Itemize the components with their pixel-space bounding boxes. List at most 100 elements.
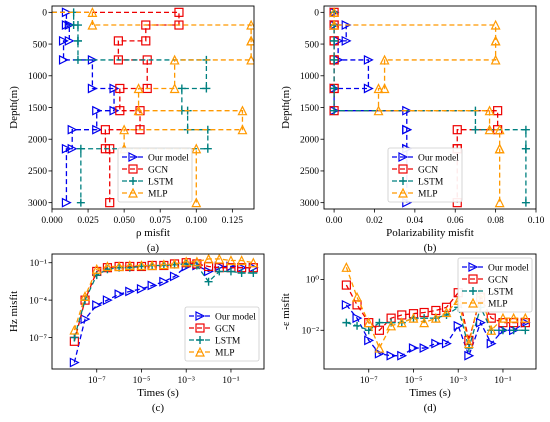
y-axis-label: -ε misfit <box>280 293 292 330</box>
chart-panel-d: 10⁻⁷ 10⁻⁵ 10⁻³ 10⁻¹ 10⁻² 10⁰ Times (s) -ε misfi… <box>280 253 537 414</box>
data-point-gcn <box>105 198 115 208</box>
data-point-mlp <box>191 197 202 208</box>
data-point-gcn <box>113 36 123 46</box>
data-point-our-model <box>203 266 214 277</box>
x-tick-label: 10⁻¹ <box>222 376 240 386</box>
data-point-mlp <box>246 19 254 30</box>
data-point-lstm <box>509 326 518 335</box>
panel-label: (a) <box>147 242 160 254</box>
series-line-mlp <box>52 11 252 203</box>
legend-marker <box>196 336 204 344</box>
legend-marker <box>195 311 206 321</box>
x-tick-label: 10⁻⁵ <box>405 376 423 386</box>
data-point-mlp <box>181 256 192 267</box>
data-point-our-model <box>136 283 147 294</box>
data-point-lstm <box>330 55 339 64</box>
plot-frame <box>323 253 537 370</box>
data-point-mlp <box>248 257 259 268</box>
x-tick-label: 0.025 <box>77 216 99 226</box>
data-point-gcn <box>141 20 151 30</box>
y-tick-label: 1000 <box>300 72 319 82</box>
data-point-mlp <box>114 261 125 272</box>
data-point-gcn <box>174 7 184 17</box>
data-point-lstm <box>521 144 530 153</box>
x-tick-label: 0.100 <box>186 216 208 226</box>
data-point-mlp <box>508 312 519 323</box>
x-tick-label: 10⁻⁵ <box>133 376 151 386</box>
legend-marker <box>468 262 479 272</box>
y-tick-label: 10⁻¹ <box>30 259 48 269</box>
data-point-mlp <box>214 254 225 264</box>
data-point-our-model <box>159 276 170 287</box>
data-point-lstm <box>498 326 507 335</box>
legend-marker <box>398 187 408 198</box>
data-point-mlp <box>69 324 80 335</box>
data-point-mlp <box>119 124 130 135</box>
series-layer <box>69 254 259 368</box>
data-point-our-model <box>92 300 103 311</box>
x-tick-label: 10⁻³ <box>178 376 196 386</box>
data-point-lstm <box>215 267 224 276</box>
legend: Our model GCN LSTM MLP <box>457 257 533 313</box>
data-point-mlp <box>490 54 501 65</box>
legend-label: MLP <box>215 348 235 358</box>
data-point-our-model <box>363 83 374 94</box>
x-axis-label: Polarizability misfit <box>386 227 474 239</box>
legend-label: LSTM <box>418 177 444 187</box>
data-point-mlp <box>352 291 363 302</box>
data-point-mlp <box>490 35 501 46</box>
legend-box <box>117 147 193 203</box>
data-point-our-model <box>114 289 125 300</box>
x-tick-label: 0.125 <box>222 216 244 226</box>
data-point-gcn <box>100 125 110 135</box>
y-tick-label: 10⁻² <box>302 327 320 337</box>
y-tick-label: 10⁰ <box>306 276 320 286</box>
legend-marker <box>128 164 138 174</box>
data-point-gcn <box>115 106 125 116</box>
legend-box <box>457 257 533 313</box>
legend-label: MLP <box>148 189 168 199</box>
data-point-our-model <box>363 54 374 65</box>
data-point-lstm <box>73 21 82 30</box>
data-point-our-model <box>386 350 397 361</box>
data-point-our-model <box>92 124 103 135</box>
data-point-our-model <box>64 20 75 31</box>
data-point-mlp <box>136 260 147 271</box>
data-point-mlp <box>463 338 474 349</box>
data-point-lstm <box>330 84 339 93</box>
data-point-mlp <box>191 256 202 267</box>
panel-label: (b) <box>424 242 437 254</box>
data-point-lstm <box>237 268 246 277</box>
legend-marker <box>468 274 478 284</box>
data-point-mlp <box>520 312 531 323</box>
data-point-gcn <box>113 55 123 65</box>
legend-marker <box>469 287 477 295</box>
data-point-gcn <box>115 83 125 94</box>
legend-label: GCN <box>488 275 508 285</box>
data-point-mlp <box>203 254 214 264</box>
y-tick-label: 2500 <box>300 167 319 177</box>
legend-box <box>184 306 260 362</box>
legend-box <box>387 147 463 203</box>
data-point-mlp <box>430 312 441 323</box>
series-line-lstm <box>73 263 254 338</box>
data-point-mlp <box>341 261 352 272</box>
data-point-our-model <box>352 313 363 324</box>
data-point-our-model <box>441 338 452 349</box>
data-point-our-model <box>109 83 120 94</box>
data-point-lstm <box>76 198 85 207</box>
data-point-our-model <box>341 299 352 310</box>
chart-panel-a: 0.000 0.025 0.050 0.075 0.100 0.125 0 500 1000 15… <box>8 5 255 254</box>
data-point-mlp <box>246 35 254 46</box>
data-point-our-model <box>431 338 442 349</box>
data-point-gcn <box>135 125 145 135</box>
legend-label: MLP <box>418 189 438 199</box>
data-point-our-model <box>64 35 75 46</box>
data-point-our-model <box>80 314 91 325</box>
y-tick-label: 1000 <box>28 72 47 82</box>
data-point-mlp <box>486 324 497 335</box>
y-tick-label: 3000 <box>28 199 47 209</box>
data-point-mlp <box>102 261 113 272</box>
data-point-mlp <box>169 258 180 269</box>
x-tick-label: 0.04 <box>407 216 424 226</box>
